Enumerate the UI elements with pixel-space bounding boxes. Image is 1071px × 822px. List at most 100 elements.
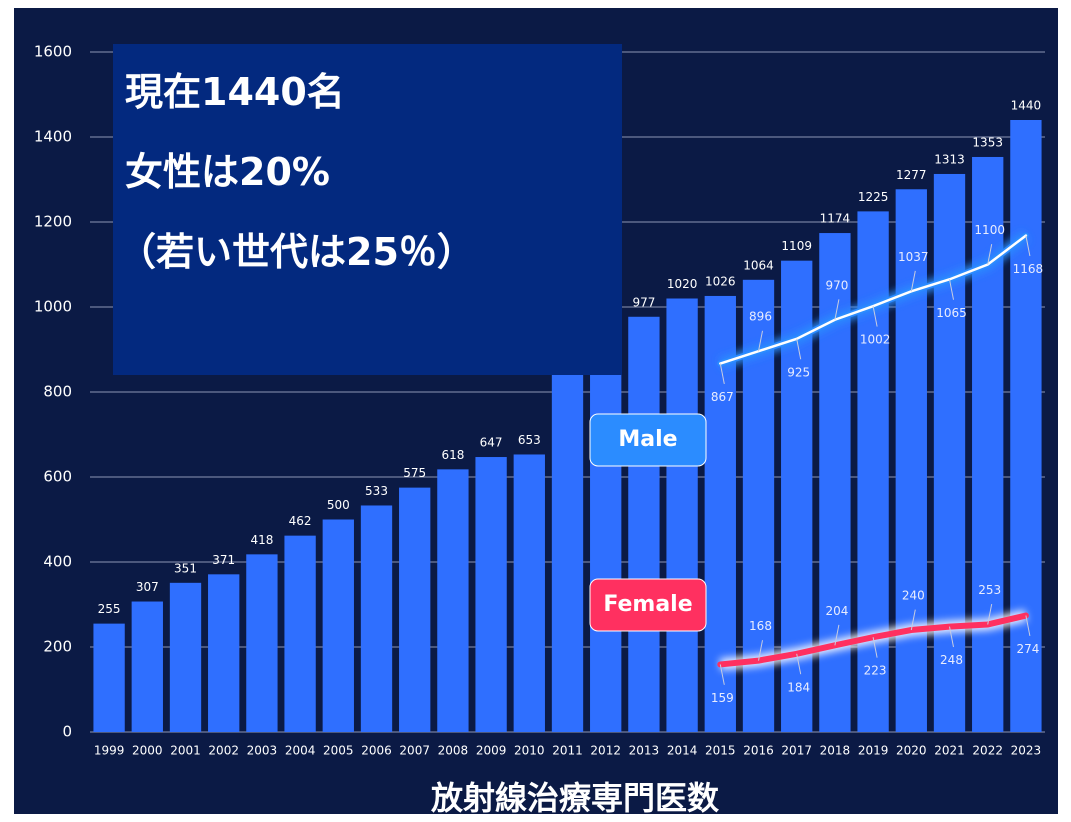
- leader: [872, 637, 878, 658]
- bar: [93, 623, 125, 732]
- line-value-label: 274: [1016, 642, 1039, 656]
- leader: [949, 626, 954, 648]
- line-value-label: 248: [940, 653, 963, 667]
- annotation-box: [113, 44, 622, 375]
- leader: [796, 653, 802, 675]
- line-value-label: 223: [864, 664, 887, 678]
- y-tick-label: 0: [62, 723, 72, 741]
- bar: [360, 505, 393, 732]
- bar: [131, 601, 163, 732]
- leader: [758, 330, 763, 352]
- x-tick-label: 2006: [361, 744, 392, 758]
- y-tick-label: 1000: [34, 298, 72, 316]
- line-value-label: 867: [711, 390, 734, 404]
- line-value-label: 1168: [1013, 262, 1044, 276]
- leader: [1025, 615, 1031, 637]
- x-tick-label: 2009: [476, 744, 507, 758]
- y-tick-label: 200: [43, 638, 72, 656]
- legend-label: Female: [603, 592, 692, 617]
- line-value-label: 240: [902, 589, 925, 603]
- x-tick-label: 2007: [399, 744, 430, 758]
- value-label: 255: [98, 602, 121, 616]
- x-tick-label: 2003: [247, 744, 278, 758]
- value-label: 307: [136, 580, 159, 594]
- x-tick-label: 2001: [170, 744, 201, 758]
- value-label: 1440: [1011, 99, 1042, 113]
- bar: [857, 211, 889, 732]
- annotation: （若い世代は25％）: [118, 230, 475, 274]
- leader: [719, 664, 725, 685]
- y-tick-label: 1400: [34, 128, 72, 146]
- value-label: 653: [518, 433, 541, 447]
- x-tick-label: 2012: [590, 744, 621, 758]
- bar: [475, 457, 507, 732]
- value-label: 351: [174, 561, 197, 575]
- leader: [719, 363, 725, 385]
- bar: [399, 487, 431, 732]
- value-label: 1313: [934, 152, 965, 166]
- x-tick-label: 2008: [438, 744, 469, 758]
- line-value-label: 970: [825, 278, 848, 292]
- bar: [208, 574, 240, 732]
- line-value-label: 1037: [898, 250, 929, 264]
- value-label: 575: [403, 466, 426, 480]
- line-value-label: 184: [787, 680, 810, 694]
- bar: [933, 173, 966, 733]
- line-value-label: 159: [711, 691, 734, 705]
- value-label: 1109: [781, 239, 812, 253]
- bar: [246, 554, 278, 732]
- value-label: 418: [250, 533, 273, 547]
- x-tick-label: 2022: [972, 744, 1003, 758]
- y-tick-label: 1600: [34, 43, 72, 61]
- legend-label: Male: [618, 427, 677, 452]
- bar: [322, 519, 354, 732]
- y-tick-label: 1200: [34, 213, 72, 231]
- y-tick-label: 600: [43, 468, 72, 486]
- leader: [949, 279, 954, 300]
- x-tick-label: 2017: [781, 744, 812, 758]
- value-label: 500: [327, 498, 350, 512]
- leader: [987, 244, 993, 265]
- x-tick-label: 2005: [323, 744, 354, 758]
- bar: [1010, 120, 1042, 732]
- x-tick-label: 2023: [1011, 744, 1042, 758]
- line-value-label: 253: [978, 583, 1001, 597]
- x-tick-label: 2019: [858, 744, 889, 758]
- x-tick-label: 2018: [820, 744, 851, 758]
- line-value-label: 168: [749, 619, 772, 633]
- bar: [819, 233, 851, 733]
- value-label: 1174: [820, 212, 851, 226]
- x-tick-label: 2013: [629, 744, 660, 758]
- value-label: 1026: [705, 274, 736, 288]
- x-tick-label: 1999: [94, 744, 125, 758]
- leader: [910, 270, 916, 292]
- line-value-label: 1100: [974, 223, 1005, 237]
- bar: [513, 454, 545, 732]
- leader: [1025, 235, 1031, 257]
- leader: [796, 338, 802, 360]
- leader: [758, 640, 763, 661]
- line-value-label: 925: [787, 365, 810, 379]
- x-tick-label: 2014: [667, 744, 698, 758]
- bar: [551, 349, 584, 732]
- value-label: 618: [441, 448, 464, 462]
- value-label: 533: [365, 484, 388, 498]
- line-value-label: 896: [749, 310, 772, 324]
- bar: [590, 332, 622, 732]
- value-label: 462: [289, 514, 312, 528]
- x-tick-label: 2021: [934, 744, 965, 758]
- value-label: 977: [632, 295, 655, 309]
- bar: [895, 189, 927, 732]
- leader: [910, 609, 916, 631]
- y-tick-label: 800: [43, 383, 72, 401]
- value-label: 1225: [858, 190, 889, 204]
- x-tick-label: 2011: [552, 744, 583, 758]
- value-label: 371: [212, 553, 235, 567]
- x-tick-label: 2010: [514, 744, 545, 758]
- x-axis-label: 放射線治療専門医数: [431, 779, 720, 817]
- legend-box: [589, 413, 707, 467]
- x-tick-label: 2000: [132, 744, 163, 758]
- value-label: 1020: [667, 277, 698, 291]
- leader: [834, 299, 840, 320]
- y-tick-label: 400: [43, 553, 72, 571]
